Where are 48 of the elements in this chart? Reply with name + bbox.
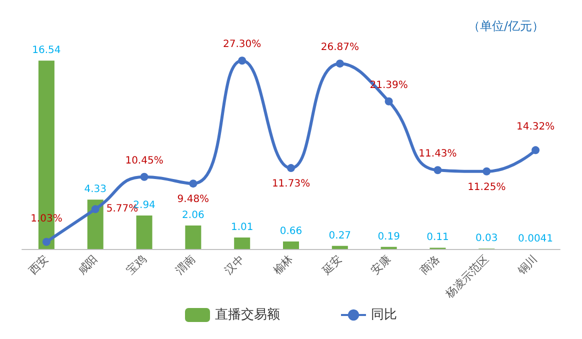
data-label: 0.03 [476, 233, 498, 244]
data-label: 9.48% [177, 194, 210, 206]
x-tick-label: 商洛 [418, 252, 442, 278]
bar [136, 216, 152, 249]
data-label: 0.11 [426, 232, 449, 244]
data-label: 0.66 [280, 226, 302, 237]
data-label: 0.0041 [518, 233, 554, 244]
x-tick-label: 咸阳 [75, 252, 100, 278]
data-label: 27.30% [223, 39, 262, 50]
x-tick-label: 榆林 [270, 252, 296, 278]
legend-label: 直播交易额 [215, 306, 280, 322]
x-tick-label: 渭南 [173, 252, 198, 278]
legend-label: 同比 [371, 308, 397, 322]
data-label: 0.27 [328, 230, 352, 242]
data-label: 10.45% [125, 155, 164, 166]
x-tick-label: 西安 [26, 252, 52, 278]
bar [283, 241, 299, 249]
bar [185, 226, 202, 249]
data-label: 4.33 [84, 184, 106, 196]
text: （单位/亿元） [468, 19, 544, 33]
point [384, 97, 393, 106]
x-tick-label: 安康 [368, 252, 394, 278]
point [434, 166, 442, 174]
data-label: 14.32% [516, 122, 555, 133]
point [140, 172, 148, 181]
data-label: 16.54 [32, 45, 61, 56]
data-label: 11.43% [418, 148, 457, 160]
point [287, 164, 295, 172]
bar [234, 237, 250, 249]
point [532, 146, 540, 154]
data-label: 0.19 [378, 231, 400, 242]
bar [332, 246, 348, 249]
x-tick-label: 杨凌示范区 [442, 252, 492, 302]
x-tick-label: 铜川 [514, 252, 540, 278]
point [189, 180, 198, 188]
x-tick-label: 延安 [319, 252, 345, 278]
point [482, 167, 491, 176]
point [91, 205, 100, 214]
data-label: 26.87% [320, 42, 359, 54]
point [42, 238, 50, 246]
x-tick-label: 宝鸡 [124, 252, 149, 278]
data-label: 1.01 [230, 222, 254, 233]
point [336, 60, 344, 68]
data-label: 11.25% [468, 182, 506, 193]
data-label: 11.73% [272, 178, 310, 190]
x-tick-label: 汉中 [222, 252, 247, 278]
point [238, 56, 246, 65]
data-label: 2.06 [182, 210, 204, 222]
